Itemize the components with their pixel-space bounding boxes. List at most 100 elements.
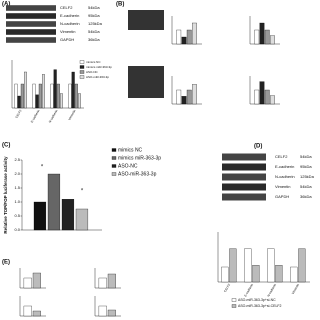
bar [176,29,182,45]
blot-band [222,153,266,161]
legend-swatch [231,298,237,302]
legend-label: ASO-miR-363-3p [86,75,109,79]
y-tick-label: 2.0 [14,171,20,176]
bar [259,22,265,45]
size-label: 36kDa [88,37,100,42]
legend-swatch [111,164,117,168]
bar [20,83,24,109]
blot-band [222,173,266,181]
legend-label: mimics miR-363-3p [86,65,112,69]
bar [229,248,237,283]
protein-label: N-cadherin [60,21,80,26]
protein-label: GAPDH [275,194,289,199]
blot-band [6,5,56,11]
panel-label: (A) [2,2,10,8]
protein-label: CELF2 [275,154,288,159]
x-tick-label: Vimentin [67,109,76,121]
y-tick-label: 1.0 [14,199,20,204]
bar [181,96,187,105]
y-tick-label: 2.5 [14,157,20,162]
bar [78,93,81,109]
legend-label: ASO-miR-363-3p+si-NC [238,298,276,302]
y-axis-title: Relative TOP/FOP luciferase activity [3,156,8,234]
x-tick-label: N-cadherin [48,109,59,124]
bar [259,81,265,105]
legend-swatch [111,156,117,160]
blot-band [6,21,56,27]
bar [32,272,41,289]
bar [252,265,260,283]
x-tick-label: N-cadherin [266,283,277,298]
bar [290,266,298,283]
bar [17,95,21,109]
bar [254,89,260,105]
size-label: 54kDa [88,29,100,34]
bar [107,273,116,289]
bar [32,83,36,109]
protein-label: GAPDH [60,37,74,42]
x-tick-label: Vimentin [291,283,300,295]
size-label: 54kDa [88,5,100,10]
bar [53,69,57,109]
bar [186,89,192,105]
size-label: 125kDa [88,21,103,26]
blot-band [222,193,266,201]
bar [23,71,27,109]
bar [33,201,47,231]
size-label: 95kDa [88,13,100,18]
blot-band [6,13,56,19]
panel-label: (D) [254,144,262,150]
bar [68,83,72,109]
bar [14,83,18,109]
blot-image [128,10,164,98]
bar [23,305,32,317]
protein-label: CELF2 [60,5,73,10]
bar [192,22,197,45]
bar [254,29,260,45]
y-tick-label: 1.5 [14,185,20,190]
bar [74,83,78,109]
blot-band [6,29,56,35]
annotation: * [41,165,44,171]
size-label: 54kDa [300,154,312,159]
bar [60,93,63,109]
legend-swatch [79,70,85,74]
size-label: 125kDa [300,174,315,179]
bar [270,95,275,105]
size-label: 95kDa [300,164,312,169]
bar [32,310,41,317]
bar [47,173,61,231]
y-tick-label: 0.0 [14,227,20,232]
x-tick-label: E-cadherin [243,283,254,298]
bar [56,83,60,109]
legend-swatch [79,60,85,64]
protein-label: E-cadherin [60,13,79,18]
bar [186,29,192,45]
bar [107,309,116,317]
bar [244,248,252,283]
bar [264,89,270,105]
panel-label: (E) [2,260,10,266]
bar [192,84,197,105]
protein-label: N-cadherin [275,174,295,179]
legend-label: ASO-miR-363-3p [118,171,157,177]
x-tick-label: E-cadherin [30,109,41,124]
x-tick-label: CELF2 [14,109,22,119]
legend-label: mimics NC [86,60,101,64]
size-label: 36kDa [300,194,312,199]
legend-swatch [111,172,117,176]
legend-swatch [231,304,237,308]
annotation: * [81,188,84,194]
legend-swatch [79,65,85,69]
legend-label: ASO-miR-363-3p+si-CELF2 [238,304,282,308]
protein-label: E-cadherin [275,164,294,169]
legend-label: mimics NC [118,147,143,153]
bar [50,83,54,109]
protein-label: Vimentin [275,184,291,189]
bar [23,277,32,289]
y-tick-label: 0.5 [14,213,20,218]
bar [98,277,107,289]
bar [42,74,45,109]
x-tick-label: CELF2 [223,283,231,293]
